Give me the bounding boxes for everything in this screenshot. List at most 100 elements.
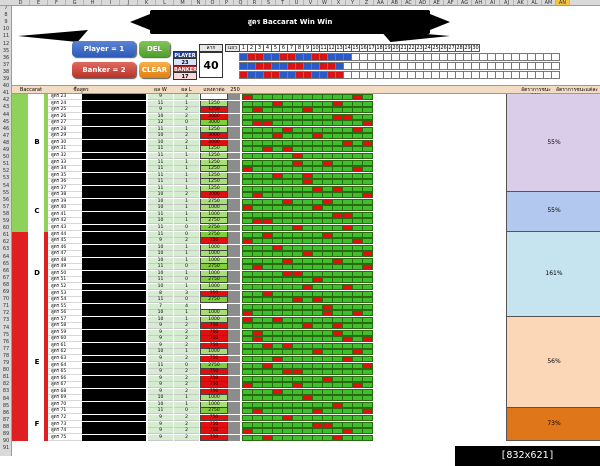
row-number[interactable]: 59 — [2, 218, 10, 224]
row-number[interactable]: 71 — [2, 303, 10, 310]
row-number[interactable]: 46 — [2, 125, 10, 132]
row-number[interactable]: 68 — [2, 281, 10, 288]
row-number[interactable]: 43 — [2, 104, 10, 111]
row-number[interactable]: 38 — [2, 68, 10, 75]
column-header[interactable]: J — [120, 0, 138, 5]
table-row[interactable]: สูตร 461011000100% — [48, 244, 600, 251]
table-row[interactable]: สูตร 659275045% — [48, 369, 600, 376]
row-number[interactable]: 12 — [2, 40, 10, 47]
row-number[interactable]: 50 — [2, 154, 10, 161]
column-header[interactable]: I — [102, 0, 120, 5]
row-number[interactable]: 64 — [2, 253, 10, 260]
table-row[interactable]: สูตร 311111250110% — [48, 146, 600, 153]
row-number[interactable]: 79 — [2, 360, 10, 366]
table-row[interactable]: สูตร 471011000100% — [48, 251, 600, 258]
row-number[interactable]: 86 — [2, 409, 10, 416]
column-header[interactable]: Y — [346, 0, 360, 5]
column-header[interactable]: AC — [402, 0, 416, 5]
del-button[interactable]: DEL — [139, 41, 170, 57]
column-header[interactable]: G — [66, 0, 84, 5]
row-number[interactable]: 89 — [2, 431, 10, 437]
column-header[interactable]: AM — [542, 0, 556, 5]
row-number[interactable]: 39 — [2, 76, 10, 82]
row-number[interactable]: 76 — [2, 338, 10, 345]
row-number[interactable]: 45 — [2, 118, 10, 125]
table-row[interactable]: สูตร 411111000100% — [48, 211, 600, 218]
column-header[interactable]: R — [248, 0, 262, 5]
column-header[interactable]: P — [220, 0, 234, 5]
row-number[interactable]: 65 — [2, 260, 10, 267]
row-number[interactable]: 53 — [2, 175, 10, 182]
column-header[interactable]: S — [262, 0, 276, 5]
column-header[interactable]: W — [318, 0, 332, 5]
row-number[interactable]: 77 — [2, 345, 10, 352]
row-number[interactable]: 63 — [2, 246, 10, 253]
row-number[interactable]: 9 — [4, 19, 8, 26]
row-number[interactable]: 61 — [2, 232, 10, 239]
column-header[interactable]: AK — [514, 0, 528, 5]
column-header[interactable]: Q — [234, 0, 248, 5]
column-header[interactable]: E — [30, 0, 48, 5]
row-number[interactable]: 69 — [2, 289, 10, 295]
row-number[interactable]: 10 — [2, 26, 10, 33]
row-number[interactable]: 51 — [2, 161, 10, 168]
row-number[interactable]: 36 — [2, 54, 10, 61]
row-number[interactable]: 72 — [2, 310, 10, 317]
column-header[interactable]: AN — [556, 0, 570, 5]
row-number[interactable]: 83 — [2, 388, 10, 395]
column-header[interactable]: AD — [416, 0, 430, 5]
table-row[interactable]: สูตร 5411027509999999% — [48, 297, 600, 304]
row-number[interactable]: 88 — [2, 423, 10, 430]
column-header[interactable]: H — [84, 0, 102, 5]
table-row[interactable]: สูตร 5111027509999999% — [48, 277, 600, 284]
banker-button[interactable]: Banker = 2 — [72, 62, 136, 78]
table-row[interactable]: สูตร 561011000100% — [48, 310, 600, 317]
row-number[interactable]: 52 — [2, 168, 10, 175]
row-number[interactable]: 75 — [2, 331, 10, 338]
column-header[interactable]: AI — [486, 0, 500, 5]
row-number[interactable]: 37 — [2, 61, 10, 68]
table-row[interactable]: สูตร 669275045% — [48, 375, 600, 382]
row-number[interactable]: 90 — [2, 438, 10, 445]
row-number[interactable]: 73 — [2, 317, 10, 324]
row-number[interactable]: 87 — [2, 416, 10, 423]
row-number[interactable]: 54 — [2, 182, 10, 189]
row-number[interactable]: 40 — [2, 83, 10, 90]
row-number[interactable]: 55 — [2, 189, 10, 196]
row-number[interactable]: 85 — [2, 402, 10, 409]
row-number[interactable]: 47 — [2, 132, 10, 139]
column-header[interactable]: Z — [360, 0, 374, 5]
column-header[interactable]: L — [156, 0, 174, 5]
column-header[interactable]: AH — [472, 0, 486, 5]
row-number[interactable]: 62 — [2, 239, 10, 246]
column-header[interactable]: AA — [374, 0, 388, 5]
row-number[interactable]: 48 — [2, 139, 10, 146]
column-header[interactable]: AE — [430, 0, 444, 5]
column-header[interactable]: T — [276, 0, 290, 5]
table-row[interactable]: สูตร 241111250110% — [48, 100, 600, 107]
table-row[interactable]: สูตร 609275045% — [48, 336, 600, 343]
table-row[interactable]: สูตร 538325027% — [48, 290, 600, 297]
row-number[interactable]: 60 — [2, 225, 10, 232]
table-row[interactable]: สูตร 571011000100% — [48, 316, 600, 323]
column-header[interactable]: D — [12, 0, 30, 5]
clear-button[interactable]: CLEAR — [139, 62, 170, 78]
row-number[interactable]: 57 — [2, 203, 10, 210]
row-number[interactable]: 67 — [2, 274, 10, 281]
row-number[interactable]: 81 — [2, 374, 10, 381]
column-header[interactable]: AB — [388, 0, 402, 5]
column-header[interactable]: X — [332, 0, 346, 5]
table-row[interactable]: สูตร 691011000100% — [48, 395, 600, 402]
column-header[interactable]: U — [290, 0, 304, 5]
column-header[interactable]: O — [206, 0, 220, 5]
column-header[interactable]: F — [48, 0, 66, 5]
row-number[interactable]: 35 — [2, 47, 10, 54]
row-number[interactable]: 42 — [2, 97, 10, 104]
table-row[interactable]: สูตร 589275045% — [48, 323, 600, 330]
column-header[interactable]: AJ — [500, 0, 514, 5]
row-number[interactable]: 56 — [2, 196, 10, 203]
row-number[interactable]: 44 — [2, 111, 10, 118]
player-button[interactable]: Player = 1 — [72, 41, 136, 57]
row-number[interactable]: 49 — [2, 147, 10, 153]
column-header[interactable]: AG — [458, 0, 472, 5]
